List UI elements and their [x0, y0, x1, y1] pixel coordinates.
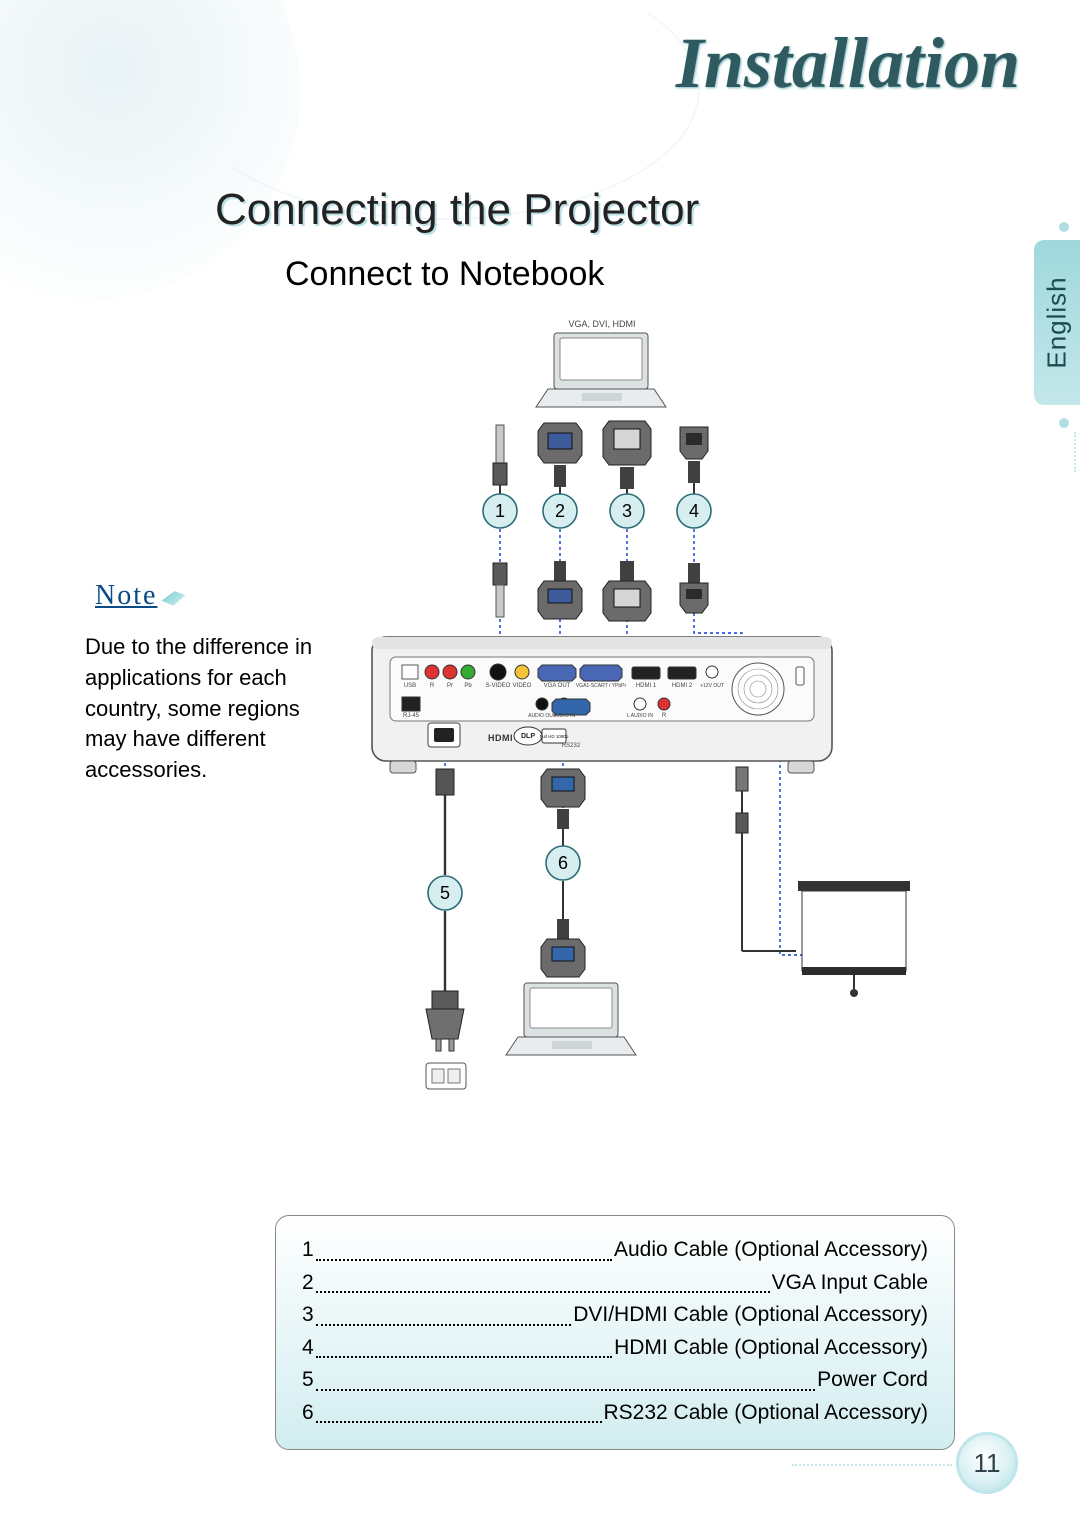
- legend-row: 2VGA Input Cable: [302, 1267, 928, 1300]
- legend-row: 4HDMI Cable (Optional Accessory): [302, 1332, 928, 1365]
- projector-body: USB R Pr Pb S-VIDEO VIDEO VGA OUT VGA1-S…: [372, 637, 832, 761]
- svg-text:1: 1: [495, 501, 505, 521]
- callout-3: 3: [610, 494, 644, 528]
- svg-text:HDMI 1: HDMI 1: [636, 683, 657, 689]
- svg-text:USB: USB: [404, 683, 416, 689]
- page-number-dot-trail: [792, 1464, 952, 1466]
- svg-text:R: R: [430, 683, 435, 689]
- legend-row: 3DVI/HDMI Cable (Optional Accessory): [302, 1299, 928, 1332]
- sub-title: Connect to Notebook: [285, 255, 604, 294]
- callout-6: 6: [546, 846, 580, 880]
- svg-text:VGA1-SCART / YPbPr: VGA1-SCART / YPbPr: [576, 683, 627, 689]
- note-body-text: Due to the difference in applications fo…: [85, 632, 340, 786]
- page-number-badge: 11: [956, 1432, 1018, 1494]
- svg-text:AUDIO OUT: AUDIO OUT: [528, 713, 556, 719]
- trigger-screen-icon: [736, 767, 910, 997]
- legend-row: 1Audio Cable (Optional Accessory): [302, 1234, 928, 1267]
- diagram-top-label: VGA, DVI, HDMI: [568, 319, 635, 329]
- language-tab-dot-trail: [1074, 432, 1076, 472]
- svg-text:HDMI 2: HDMI 2: [672, 683, 693, 689]
- svg-text:DLP: DLP: [521, 733, 535, 740]
- language-tab-label: English: [1042, 276, 1073, 368]
- svg-text:RS232: RS232: [562, 743, 581, 749]
- svg-text:VGA OUT: VGA OUT: [544, 683, 571, 689]
- svg-text:VIDEO: VIDEO: [513, 683, 532, 689]
- svg-text:4: 4: [689, 501, 699, 521]
- svg-text:R: R: [662, 713, 667, 719]
- laptop-bottom-icon: [506, 983, 636, 1055]
- rs232-connector-bottom: 6: [541, 769, 585, 977]
- svg-text:2: 2: [555, 501, 565, 521]
- connectors-into-projector: [493, 561, 708, 621]
- language-tab: English: [1034, 240, 1080, 405]
- svg-text:Pb: Pb: [464, 683, 472, 689]
- page-number: 11: [956, 1432, 1018, 1494]
- legend-row: 6RS232 Cable (Optional Accessory): [302, 1397, 928, 1430]
- svg-text:AUDIO IN: AUDIO IN: [553, 713, 576, 719]
- callout-bubbles: 1 2 3 4: [483, 494, 711, 528]
- callout-2: 2: [543, 494, 577, 528]
- svg-text:Pr: Pr: [447, 683, 453, 689]
- language-tab-dot: [1059, 222, 1069, 232]
- svg-text:L AUDIO IN: L AUDIO IN: [627, 713, 653, 719]
- svg-text:3: 3: [622, 501, 632, 521]
- svg-text:+12V OUT: +12V OUT: [700, 683, 724, 689]
- cable-legend-box: 1Audio Cable (Optional Accessory) 2VGA I…: [275, 1215, 955, 1450]
- svg-text:6: 6: [558, 853, 568, 873]
- power-cord-icon: 5: [426, 769, 466, 1089]
- svg-text:HDMI: HDMI: [488, 733, 513, 743]
- svg-text:RJ-45: RJ-45: [403, 713, 420, 719]
- connection-diagram: VGA, DVI, HDMI: [350, 315, 915, 1195]
- callout-4: 4: [677, 494, 711, 528]
- legend-row: 5Power Cord: [302, 1364, 928, 1397]
- chapter-title: Installation: [676, 22, 1020, 105]
- svg-text:S-VIDEO: S-VIDEO: [486, 683, 511, 689]
- note-label: Note: [95, 580, 185, 612]
- svg-text:5: 5: [440, 883, 450, 903]
- laptop-top-icon: [536, 333, 666, 407]
- callout-5: 5: [428, 876, 462, 910]
- svg-text:Full HD 1080p: Full HD 1080p: [540, 734, 569, 739]
- language-tab-dot: [1059, 418, 1069, 428]
- connectors-top: [493, 421, 708, 523]
- callout-1: 1: [483, 494, 517, 528]
- section-title: Connecting the Projector: [215, 185, 699, 235]
